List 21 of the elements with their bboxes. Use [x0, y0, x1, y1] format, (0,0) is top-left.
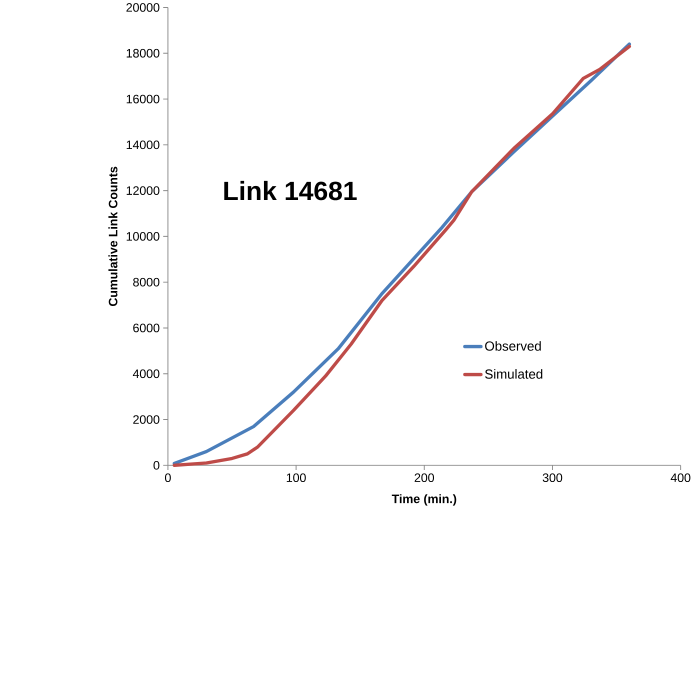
y-tick-label: 4000	[132, 369, 160, 378]
x-tick-label: 200	[414, 473, 434, 482]
y-tick-label: 18000	[126, 48, 160, 58]
y-tick-label: 10000	[126, 232, 160, 241]
legend-label: Observed	[485, 341, 541, 351]
annotation: Link 14681	[224, 180, 357, 200]
x-tick-label: 400	[670, 473, 690, 482]
y-tick-label: 2000	[133, 415, 160, 424]
x-tick-label: 100	[286, 473, 306, 482]
x-tick-label: 300	[542, 473, 562, 482]
legend-label: Simulated	[485, 369, 542, 379]
y-tick-label: 16000	[126, 94, 160, 104]
y-tick-label: 20000	[126, 3, 160, 12]
y-tick-label: 0	[154, 460, 160, 470]
y-tick-label: 8000	[133, 278, 160, 287]
y-tick-label: 6000	[133, 324, 160, 332]
y-tick-label: 12000	[126, 186, 160, 195]
y-tick-label: 14000	[126, 140, 160, 150]
x-axis-title: Time (min.)	[392, 494, 456, 506]
y-axis-title: Cumulative Link Counts	[108, 166, 118, 306]
x-tick-label: 0	[164, 473, 171, 482]
